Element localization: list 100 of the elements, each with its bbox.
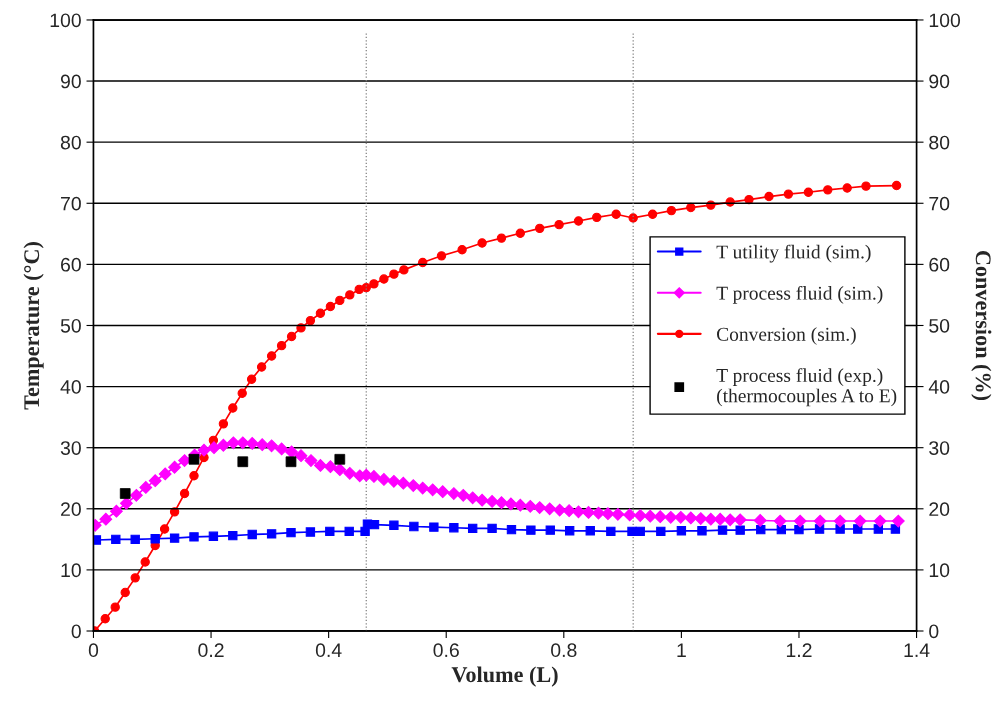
point: [676, 526, 687, 536]
point: [436, 251, 447, 261]
x-tick-label: 0: [88, 643, 99, 658]
point: [218, 419, 229, 429]
point: [379, 274, 389, 284]
legend-label: Conversion (sim.): [717, 327, 856, 345]
y2-tick-label: 80: [929, 135, 950, 150]
point: [286, 527, 296, 538]
y2-axis-title: Conversion (%): [971, 250, 992, 401]
point: [891, 180, 902, 191]
point: [93, 535, 102, 545]
x-tick-label: 1.4: [904, 643, 930, 657]
point: [344, 526, 354, 537]
y2-tick-label: 20: [929, 502, 950, 517]
legend-label: T process fluid (sim.): [716, 285, 883, 304]
point: [325, 301, 336, 312]
point: [803, 187, 814, 197]
point: [179, 488, 190, 499]
point: [228, 403, 238, 413]
point: [389, 269, 399, 279]
y2-tick-label: 50: [929, 318, 950, 333]
point: [628, 213, 638, 223]
legend-label: T process fluid (exp.) (thermocouples A to E): [716, 368, 897, 407]
point: [545, 525, 555, 535]
y2-tick-label: 0: [929, 624, 939, 639]
point: [100, 614, 110, 624]
point: [228, 531, 238, 541]
point: [717, 525, 728, 535]
y2-tick-label: 30: [929, 441, 950, 455]
point: [208, 531, 219, 541]
y-axis-title: Temperature (°C): [23, 242, 44, 410]
y-tick-label: 80: [60, 135, 81, 150]
point: [169, 533, 180, 543]
point: [627, 526, 637, 537]
point: [276, 340, 287, 351]
y-tick-label: 90: [60, 74, 81, 89]
point: [111, 534, 121, 545]
point: [783, 189, 794, 199]
point: [842, 183, 852, 193]
point: [606, 526, 616, 537]
point: [140, 557, 150, 567]
point: [189, 471, 199, 481]
point: [477, 238, 487, 248]
point: [389, 520, 399, 530]
point: [467, 523, 478, 534]
point: [449, 523, 459, 533]
point: [611, 209, 621, 219]
point: [794, 524, 804, 535]
point: [565, 526, 575, 536]
point: [506, 524, 517, 535]
point: [735, 525, 745, 535]
point: [585, 526, 595, 536]
point: [526, 525, 536, 535]
point: [305, 527, 316, 537]
x-tick-label: 0.8: [551, 643, 577, 658]
point: [409, 521, 419, 532]
point: [853, 524, 863, 534]
point: [744, 194, 754, 205]
point: [345, 290, 355, 300]
y-tick-label: 20: [61, 502, 81, 517]
point: [697, 526, 707, 536]
point: [130, 534, 140, 545]
point: [487, 523, 497, 534]
y2-tick-label: 100: [929, 13, 961, 28]
x-tick-label: 1.2: [786, 643, 812, 657]
point: [656, 526, 666, 537]
point: [515, 228, 525, 238]
point: [369, 520, 380, 530]
x-axis-title: Volume (L): [451, 666, 558, 687]
point: [429, 522, 439, 532]
point: [764, 191, 774, 202]
point: [666, 205, 677, 216]
point: [237, 388, 247, 398]
x-tick-label: 0.6: [433, 643, 459, 658]
point: [647, 209, 658, 219]
point: [535, 223, 545, 234]
point: [247, 529, 257, 540]
y2-tick-label: 70: [929, 196, 950, 211]
point: [335, 295, 345, 306]
point: [496, 233, 507, 243]
point: [246, 374, 257, 384]
y-tick-label: 30: [60, 441, 81, 455]
point: [457, 245, 467, 255]
point: [361, 282, 371, 293]
y-tick-label: 0: [71, 624, 81, 639]
point: [120, 587, 130, 598]
point: [110, 602, 120, 612]
y-tick-label: 40: [60, 380, 81, 394]
point: [266, 351, 277, 361]
point: [159, 524, 170, 534]
legend-label: T utility fluid (sim.): [716, 244, 871, 263]
x-tick-label: 0.4: [315, 643, 342, 658]
point: [835, 524, 845, 534]
point: [256, 362, 267, 372]
point: [861, 181, 871, 191]
point: [305, 315, 316, 326]
y-tick-label: 70: [61, 196, 81, 211]
y2-tick-label: 10: [929, 563, 950, 578]
point: [890, 524, 901, 534]
y-tick-label: 100: [50, 13, 81, 28]
